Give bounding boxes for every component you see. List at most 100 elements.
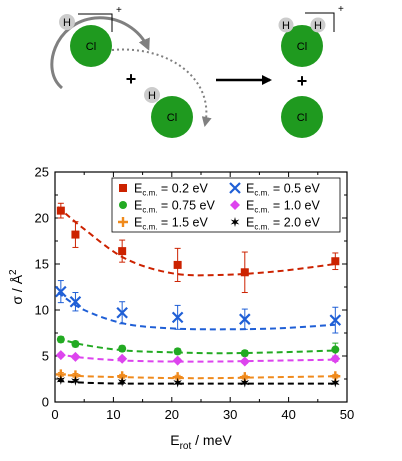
- data-point: [71, 340, 80, 349]
- square-marker: [119, 184, 127, 192]
- chlorine-atom-icon: [151, 96, 193, 138]
- legend-label: Ec.m. = 1.5 eV: [134, 216, 209, 232]
- legend-label: Ec.m. = 0.2 eV: [134, 182, 209, 198]
- data-point: [117, 376, 127, 387]
- fit-curve: [57, 379, 336, 385]
- fit-curves: [57, 206, 336, 385]
- diamond-marker: [330, 353, 341, 364]
- legend-item: Ec.m. = 0.2 eV: [119, 182, 209, 198]
- data-point: [329, 314, 342, 326]
- charge-label: +: [338, 4, 344, 15]
- hydrogen-atom-icon: [144, 87, 160, 103]
- data-point: [116, 306, 128, 319]
- chlorine-label: Cl: [167, 112, 177, 124]
- square-marker: [118, 247, 127, 256]
- chlorine-label: Cl: [297, 41, 307, 53]
- data-point: [240, 377, 250, 388]
- hydrogen-label: H: [282, 20, 290, 32]
- circle-marker: [240, 349, 249, 358]
- data-point: [118, 344, 127, 353]
- x-tick-label: 10: [106, 407, 120, 422]
- x-marker: [239, 313, 251, 325]
- chlorine-label: Cl: [297, 112, 307, 124]
- square-marker: [240, 268, 249, 277]
- chlorine-atom-icon: [70, 25, 112, 67]
- data-point: [240, 268, 249, 277]
- data-point: [117, 353, 128, 364]
- data-point: [240, 349, 249, 358]
- data-point: [56, 374, 66, 385]
- data-point: [56, 206, 65, 215]
- x-marker: [229, 182, 241, 194]
- product-cation: H H Cl +: [278, 4, 344, 67]
- legend-marker: [230, 217, 240, 227]
- y-tick-label: 0: [42, 395, 49, 410]
- diamond-marker: [55, 350, 66, 361]
- data-point: [55, 350, 66, 361]
- legend-item: Ec.m. = 2.0 eV: [230, 216, 321, 232]
- data-point: [118, 247, 127, 256]
- legend-marker: [119, 201, 127, 209]
- circle-marker: [71, 340, 80, 349]
- x-tick-label: 20: [165, 407, 179, 422]
- diamond-marker: [230, 200, 240, 210]
- y-tick-label: 20: [35, 211, 49, 226]
- product-atom: Cl: [281, 96, 323, 138]
- legend-marker: [119, 184, 127, 192]
- data-point: [71, 230, 80, 239]
- charge-bracket-icon: [305, 12, 335, 32]
- square-marker: [56, 206, 65, 215]
- legend-marker: [230, 200, 240, 210]
- hydrogen-atom-icon: [310, 17, 326, 33]
- x-marker: [55, 285, 67, 298]
- data-point: [55, 285, 67, 298]
- x-tick-label: 30: [223, 407, 237, 422]
- legend-marker: [229, 182, 241, 194]
- y-tick-label: 15: [35, 257, 49, 272]
- x-marker: [116, 306, 128, 319]
- circle-marker: [119, 201, 127, 209]
- diamond-marker: [239, 356, 250, 367]
- fit-curve: [57, 291, 336, 331]
- y-tick-label: 10: [35, 303, 49, 318]
- data-point: [330, 377, 340, 388]
- circle-marker: [331, 345, 340, 354]
- data-point: [331, 345, 340, 354]
- legend-item: Ec.m. = 0.75 eV: [119, 199, 215, 215]
- fit-curve: [57, 206, 336, 277]
- legend-item: Ec.m. = 1.0 eV: [230, 199, 321, 215]
- star-marker: [330, 377, 340, 388]
- y-tick-label: 25: [35, 165, 49, 180]
- data-points: [55, 202, 342, 388]
- data-point: [239, 356, 250, 367]
- fit-curve: [57, 353, 336, 363]
- y-axis-label: σ / Å2: [8, 269, 25, 305]
- fit-curve: [57, 373, 336, 380]
- legend-item: Ec.m. = 1.5 eV: [118, 216, 209, 232]
- data-point: [56, 335, 65, 344]
- data-point: [172, 355, 183, 366]
- legend-label: Ec.m. = 0.5 eV: [246, 182, 321, 198]
- diamond-marker: [117, 353, 128, 364]
- legend-marker: [118, 217, 128, 227]
- diamond-marker: [70, 351, 81, 362]
- fit-curve: [57, 337, 336, 355]
- data-point: [330, 353, 341, 364]
- star-marker: [173, 377, 182, 388]
- diamond-marker: [172, 355, 183, 366]
- star-marker: [56, 374, 66, 385]
- square-marker: [71, 230, 80, 239]
- hydrogen-atom-icon: [278, 17, 294, 33]
- curved-arrow-icon: [50, 16, 150, 90]
- legend-label: Ec.m. = 0.75 eV: [134, 199, 215, 215]
- plus-marker: [118, 217, 128, 227]
- series: [56, 202, 340, 294]
- series: [56, 335, 340, 358]
- charge-label: +: [116, 5, 122, 16]
- star-marker: [230, 217, 240, 227]
- data-point: [173, 260, 182, 269]
- reactant-neutral: H Cl: [144, 87, 193, 138]
- data-point: [69, 295, 82, 308]
- circle-marker: [118, 344, 127, 353]
